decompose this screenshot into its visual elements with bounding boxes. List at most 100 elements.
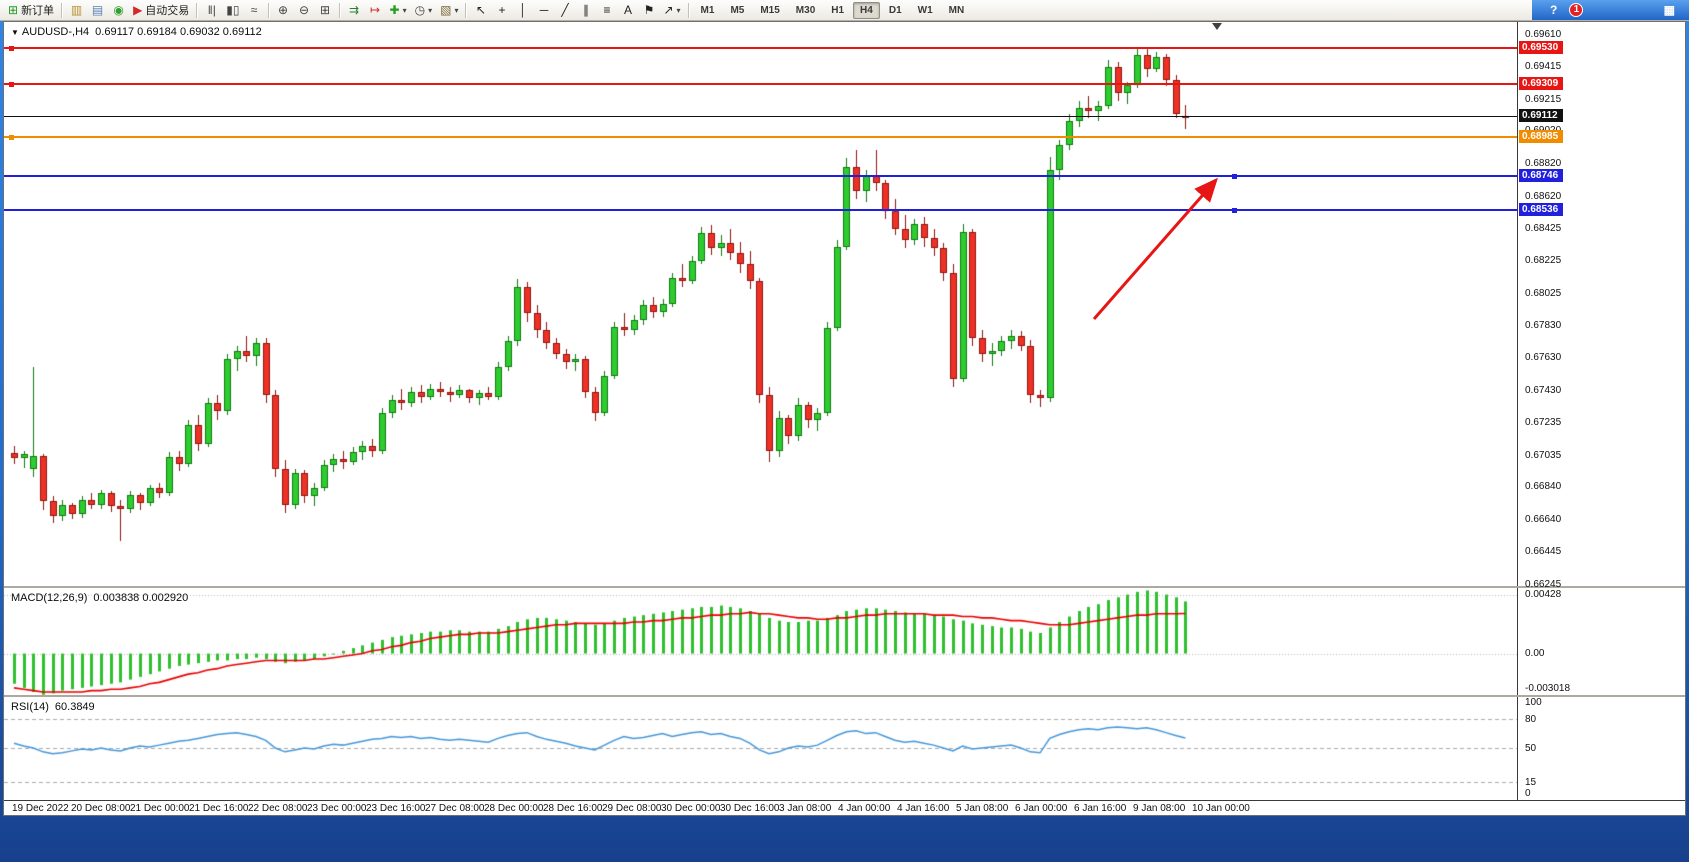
timeframe-m1-button[interactable]: M1 <box>700 4 715 16</box>
charts-button[interactable]: ▥ <box>66 1 87 20</box>
time-axis-label: 30 Dec 00:00 <box>661 803 721 814</box>
rsi-axis-label: 50 <box>1525 743 1537 754</box>
price-axis-tick: 0.68620 <box>1525 190 1562 202</box>
time-axis-label: 9 Jan 08:00 <box>1133 803 1186 814</box>
rsi-axis[interactable]: 100 80 50 15 0 <box>1517 697 1685 800</box>
chart-window: ▼ AUDUSD-,H4 0.69117 0.69184 0.69032 0.691… <box>3 21 1686 816</box>
indicators-button[interactable]: ✚ ▾ <box>386 1 411 20</box>
text-button[interactable]: A <box>617 1 638 20</box>
templates-button[interactable]: ▧ ▾ <box>436 1 462 20</box>
time-axis-label: 20 Dec 08:00 <box>71 803 131 814</box>
toolbar-separator <box>465 2 468 18</box>
price-axis-tick: 0.68820 <box>1525 158 1562 170</box>
crosshair-button[interactable]: + <box>491 1 512 20</box>
vertical-line-button[interactable]: │ <box>512 1 533 20</box>
toolbar: ⊞ 新订单 ▥ ▤ ◉ ▶ 自动交易 ‖| ▮▯ ≈ ⊕ ⊖ ⊞ ⇉ ↦ ✚ ▾ ◷ ▾ ▧ ▾ ↖ + │ ─ ╱ ∥ ≡ A ⚑ ↗ ▾ M… <box>0 0 1689 21</box>
autotrading-button-label: 自动交易 <box>145 5 190 17</box>
time-axis[interactable]: 19 Dec 2022 20 Dec 08:00 21 Dec 00:00 21 De… <box>4 800 1685 815</box>
periods-button[interactable]: ◷ ▾ <box>411 1 437 20</box>
chevron-down-icon: ▾ <box>428 5 433 15</box>
time-axis-label: 4 Jan 00:00 <box>838 803 891 814</box>
candle-chart-button[interactable]: ▮▯ <box>222 1 243 20</box>
zoom-in-button[interactable]: ⊕ <box>273 1 294 20</box>
layout-button[interactable]: ▦ <box>1663 3 1675 17</box>
trendline-button[interactable]: ╱ <box>554 1 575 20</box>
toolbar-separator <box>687 2 690 18</box>
time-axis-label: 28 Dec 16:00 <box>543 803 603 814</box>
rsi-title: RSI(14) <box>11 701 49 713</box>
channel-icon: ∥ <box>582 3 589 17</box>
rsi-chart-canvas[interactable] <box>4 697 1517 800</box>
timeframe-h4-button[interactable]: H4 <box>853 1 880 19</box>
tile-windows-button[interactable]: ⊞ <box>315 1 336 20</box>
macd-label: MACD(12,26,9) 0.003838 0.002920 <box>11 592 188 604</box>
arrows-button[interactable]: ↗ ▾ <box>659 1 684 20</box>
profiles-button[interactable]: ▤ <box>87 1 108 20</box>
templates-icon: ▧ <box>440 3 452 17</box>
timeframe-m15-button[interactable]: M15 <box>760 4 780 16</box>
cursor-button[interactable]: ↖ <box>470 1 491 20</box>
bid-price-line[interactable] <box>4 115 1517 117</box>
time-axis-label: 5 Jan 08:00 <box>956 803 1009 814</box>
chart-shift-marker[interactable] <box>1212 23 1222 30</box>
line-chart-button[interactable]: ≈ <box>244 1 265 20</box>
rsi-current-value: 60.3849 <box>54 701 95 713</box>
tile-windows-icon: ⊞ <box>319 3 331 17</box>
resistance-line-lower[interactable] <box>4 83 1517 86</box>
macd-chart-canvas[interactable] <box>4 588 1517 695</box>
breakout-level-line-handle[interactable] <box>9 134 14 140</box>
trend-arrow-annotation[interactable] <box>4 22 1517 586</box>
price-axis-tick: 0.69610 <box>1525 29 1562 41</box>
time-axis-label: 21 Dec 16:00 <box>189 803 249 814</box>
support-line-lower[interactable] <box>4 209 1517 212</box>
time-axis-label: 6 Jan 16:00 <box>1074 803 1127 814</box>
rsi-pane: RSI(14) 60.3849 100 80 50 15 0 <box>4 697 1685 800</box>
time-axis-label: 19 Dec 2022 <box>12 803 69 814</box>
text-label-button[interactable]: ⚑ <box>638 1 659 20</box>
help-button[interactable]: ? <box>1550 3 1558 17</box>
auto-scroll-button[interactable]: ⇉ <box>344 1 365 20</box>
data-window-button[interactable]: ◉ <box>108 1 129 20</box>
support-line-upper-handle[interactable] <box>1232 173 1237 179</box>
support-line-upper[interactable] <box>4 175 1517 178</box>
timeframe-m30-button[interactable]: M30 <box>795 4 816 16</box>
support-line-lower-handle[interactable] <box>1232 207 1237 213</box>
timeframe-h1-button[interactable]: H1 <box>831 4 845 16</box>
notifications-button[interactable]: 1 <box>1569 3 1584 17</box>
timeframe-m5-button[interactable]: M5 <box>730 4 745 16</box>
price-axis-tick: 0.68425 <box>1525 222 1562 234</box>
resistance-line-lower-handle[interactable] <box>9 81 14 87</box>
periods-icon: ◷ <box>414 3 426 17</box>
timeframe-mn-button[interactable]: MN <box>948 4 965 16</box>
resistance-line-upper-handle[interactable] <box>9 45 14 51</box>
toolbar-separator <box>196 2 199 18</box>
channel-button[interactable]: ∥ <box>575 1 596 20</box>
chart-symbol-period: AUDUSD-,H4 <box>21 26 90 38</box>
chart-objects-overlay <box>4 22 1517 586</box>
horizontal-line-button[interactable]: ─ <box>533 1 554 20</box>
support-line-lower-price-tag: 0.68536 <box>1519 203 1563 217</box>
autotrading-button[interactable]: ▶ 自动交易 <box>129 1 193 20</box>
breakout-level-line-price-tag: 0.68985 <box>1519 130 1563 144</box>
chart-title: ▼ AUDUSD-,H4 0.69117 0.69184 0.69032 0.691… <box>11 26 262 38</box>
time-axis-label: 6 Jan 00:00 <box>1015 803 1068 814</box>
timeframe-w1-button[interactable]: W1 <box>917 4 933 16</box>
chart-shift-icon: ↦ <box>369 3 381 17</box>
resistance-line-upper[interactable] <box>4 47 1517 50</box>
new-order-button[interactable]: ⊞ 新订单 <box>4 1 58 20</box>
fibonacci-button[interactable]: ≡ <box>596 1 617 20</box>
macd-axis-label: 0.00 <box>1525 647 1545 659</box>
macd-axis[interactable]: 0.00428 0.00 -0.003018 <box>1517 588 1685 695</box>
pane-splitter[interactable] <box>4 695 1685 697</box>
price-axis[interactable]: 0.696100.694150.692150.690200.688200.686… <box>1517 22 1685 590</box>
timeframe-d1-button[interactable]: D1 <box>888 4 902 16</box>
chart-shift-button[interactable]: ↦ <box>365 1 386 20</box>
horizontal-line-icon: ─ <box>539 3 549 17</box>
bar-chart-button[interactable]: ‖| <box>201 1 222 20</box>
chevron-down-icon: ▾ <box>402 5 407 15</box>
breakout-level-line[interactable] <box>4 136 1517 139</box>
time-axis-label: 4 Jan 16:00 <box>897 803 950 814</box>
zoom-out-button[interactable]: ⊖ <box>294 1 315 20</box>
pane-splitter[interactable] <box>4 586 1685 588</box>
collapse-icon[interactable]: ▼ <box>11 28 19 37</box>
